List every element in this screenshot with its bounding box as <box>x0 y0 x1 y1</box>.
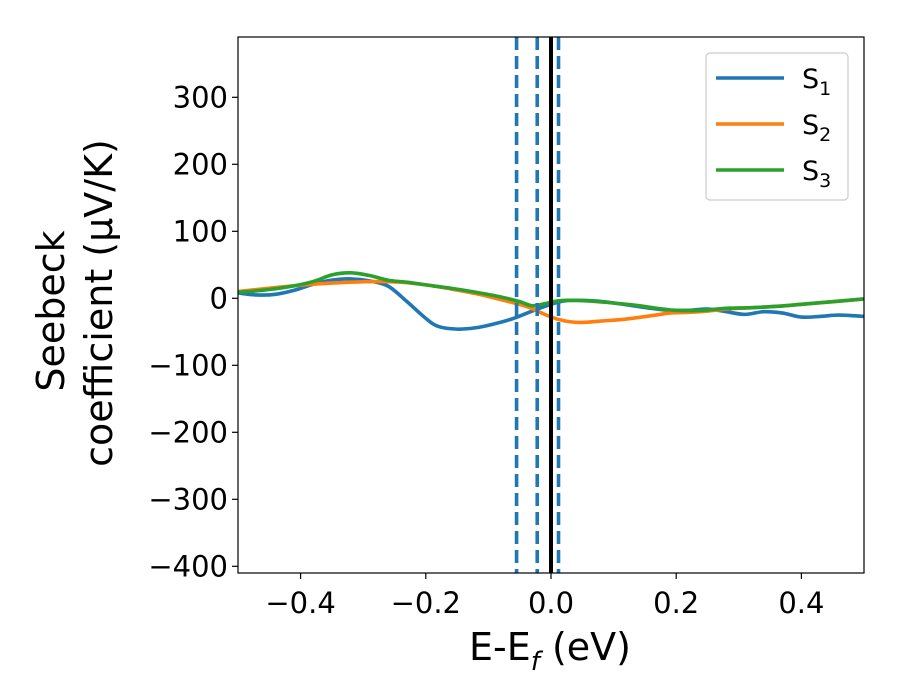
x-axis-label-unit: (eV) <box>540 625 631 669</box>
x-tick-label: 0.0 <box>528 586 574 620</box>
x-tick-label: −0.4 <box>265 586 335 620</box>
plot-area <box>238 37 864 573</box>
y-axis-label-line1: Seebeck <box>29 230 73 391</box>
y-tick-label: −400 <box>148 549 228 583</box>
legend-label-s2: S2 <box>802 110 831 146</box>
legend-label-s3: S3 <box>802 156 831 192</box>
y-tick-label: −200 <box>148 415 228 449</box>
legend-box <box>705 52 849 201</box>
x-tick-label: −0.2 <box>391 586 461 620</box>
y-tick-label: 300 <box>173 80 228 114</box>
y-tick-label: 100 <box>173 214 228 248</box>
plot-content <box>238 37 864 573</box>
x-axis-label: E-Ef (eV) <box>469 625 631 677</box>
legend-label-s1: S1 <box>802 64 831 100</box>
y-tick-label: 0 <box>210 281 228 315</box>
y-tick-label: −300 <box>148 482 228 516</box>
x-tick-label: 0.2 <box>653 586 699 620</box>
y-tick-label: −100 <box>148 348 228 382</box>
legend: S1 S2 S3 <box>705 52 849 201</box>
axes: −0.4 −0.2 0.0 0.2 0.4 300 200 100 0 −100 −200 −300 −… <box>148 36 865 620</box>
y-tick-label: 200 <box>173 147 228 181</box>
y-axis-label-line2: coefficient (μV/K) <box>77 139 121 467</box>
x-tick-label: 0.4 <box>778 586 824 620</box>
